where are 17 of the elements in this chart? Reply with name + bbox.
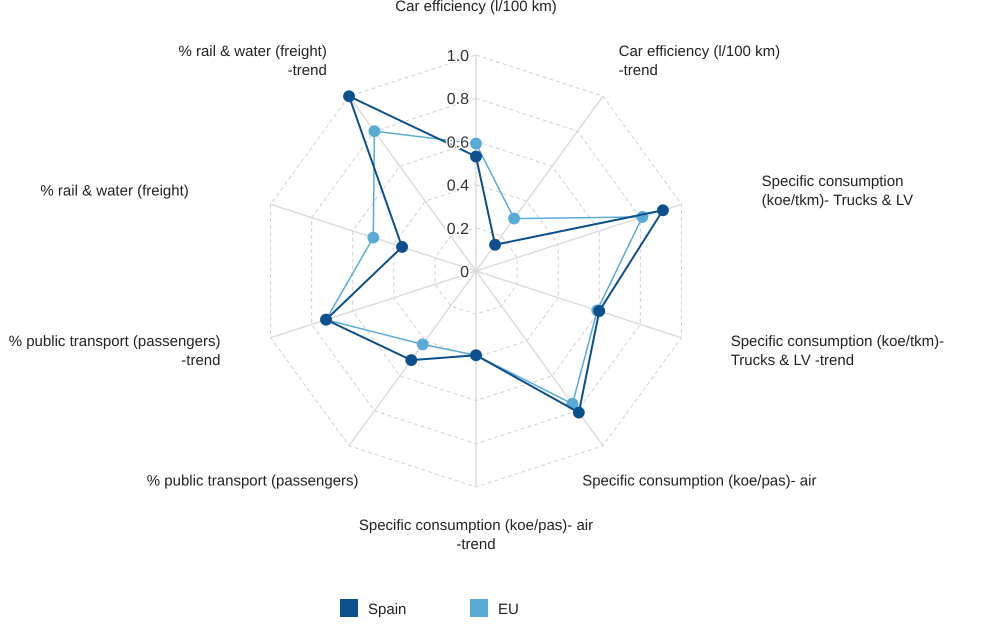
y-tick-label: 1.0 bbox=[446, 48, 470, 65]
spoke-label: Car efficiency (l/100 km) -trend bbox=[618, 42, 780, 80]
legend-label: EU bbox=[498, 601, 519, 618]
y-tick-label: 0.4 bbox=[446, 178, 470, 195]
y-tick-label: 0 bbox=[460, 264, 470, 281]
spoke-label: Specific consumption (koe/tkm)- Trucks & LV -trend bbox=[730, 332, 944, 370]
spoke-label: % public transport (passengers) -trend bbox=[8, 332, 220, 370]
spoke-label: Specific consumption (koe/tkm)- Trucks & LV bbox=[762, 172, 914, 210]
spoke-label: Specific consumption (koe/pas)- air -trend bbox=[358, 516, 594, 554]
spoke-label: Car efficiency (l/100 km) bbox=[395, 0, 557, 16]
spoke-label: % rail & water (freight) bbox=[40, 181, 189, 200]
spoke-label: Specific consumption (koe/pas)- air bbox=[582, 472, 816, 491]
y-tick-label: 0.8 bbox=[446, 91, 470, 108]
spoke-label: % public transport (passengers) bbox=[146, 472, 359, 491]
y-tick-label: 0.2 bbox=[446, 220, 470, 238]
spoke-label: % rail & water (freight) -trend bbox=[178, 42, 327, 80]
legend-label: Spain bbox=[368, 601, 406, 618]
